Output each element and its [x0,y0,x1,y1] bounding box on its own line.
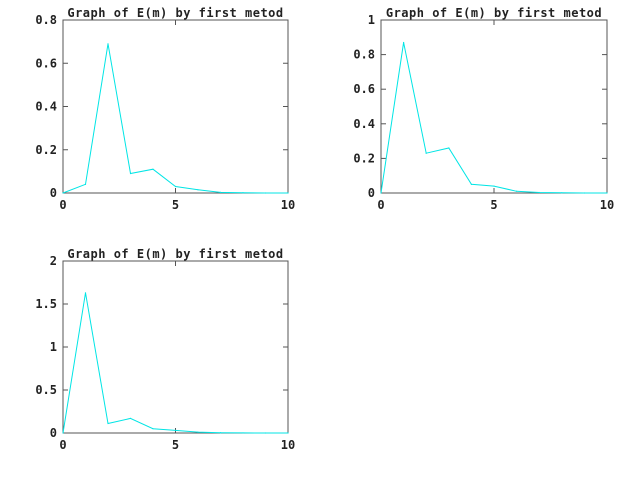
y-tick-label: 0.5 [35,383,57,397]
data-point [538,191,540,194]
x-tick-label: 5 [490,198,497,212]
y-tick-label: 0.2 [353,151,375,165]
data-point [493,185,495,187]
chart-3: Graph of E(m) by first metod 0 0.5 1 1.5 2 0 5 1… [35,247,295,452]
x-tick-label: 5 [172,438,179,452]
data-point [62,432,64,434]
chart-title: Graph of E(m) by first metod [386,6,602,20]
x-tick-label: 0 [59,198,66,212]
data-point [425,152,427,154]
data-point [174,429,177,432]
x-tick-label: 10 [600,198,614,212]
chart-1: Graph of E(m) by first metod 0 0.2 0.4 0.6 0.… [35,6,295,212]
data-point [264,192,267,194]
plot-frame [62,260,289,434]
series-line [62,43,288,194]
data-point [516,190,518,192]
y-tick-label: 2 [50,254,57,268]
y-tick-label: 0.8 [353,48,375,62]
y-tick-label: 0 [368,186,375,200]
data-point [219,432,222,434]
data-point [84,183,87,185]
data-point [107,422,109,425]
data-point [287,192,289,194]
x-tick-label: 10 [281,438,295,452]
data-point [287,432,289,434]
data-point [606,192,608,194]
y-tick-label: 0.6 [353,82,375,96]
x-tick-label: 5 [172,198,179,212]
y-tick-label: 0.4 [35,100,57,114]
y-tick-label: 1 [368,13,375,27]
data-point [197,431,199,433]
series-line [62,292,288,434]
chart-title: Graph of E(m) by first metod [67,6,283,20]
y-tick-label: 0.8 [35,13,57,27]
data-point [403,41,405,44]
y-tick-label: 0 [50,426,57,440]
data-point [561,192,563,194]
data-point [107,43,109,45]
data-point [129,417,132,419]
data-point [242,192,244,194]
y-tick-label: 0 [50,186,57,200]
x-tick-label: 10 [281,198,295,212]
plot-frame [62,19,289,194]
y-tick-label: 1.5 [35,297,57,311]
y-tick-label: 0.2 [35,143,57,157]
data-point [197,189,199,191]
y-tick-label: 1 [50,340,57,354]
data-point [219,191,222,193]
y-tick-label: 0.4 [353,117,375,131]
chart-2: Graph of E(m) by first metod 0 0.2 0.4 0.6 0.… [353,6,614,212]
data-point [470,183,472,185]
series-line [380,42,607,194]
data-point [152,168,154,170]
data-point [264,432,267,434]
data-point [62,192,64,194]
chart-title: Graph of E(m) by first metod [67,247,283,261]
x-tick-label: 0 [59,438,66,452]
data-point [84,292,87,294]
plot-frame [380,19,608,194]
data-point [129,172,132,175]
data-point [448,147,450,149]
data-point [242,432,244,434]
data-point [583,192,586,194]
x-tick-label: 0 [377,198,384,212]
data-point [174,185,177,188]
y-tick-label: 0.6 [35,56,57,70]
data-point [152,428,154,430]
data-point [380,192,382,194]
